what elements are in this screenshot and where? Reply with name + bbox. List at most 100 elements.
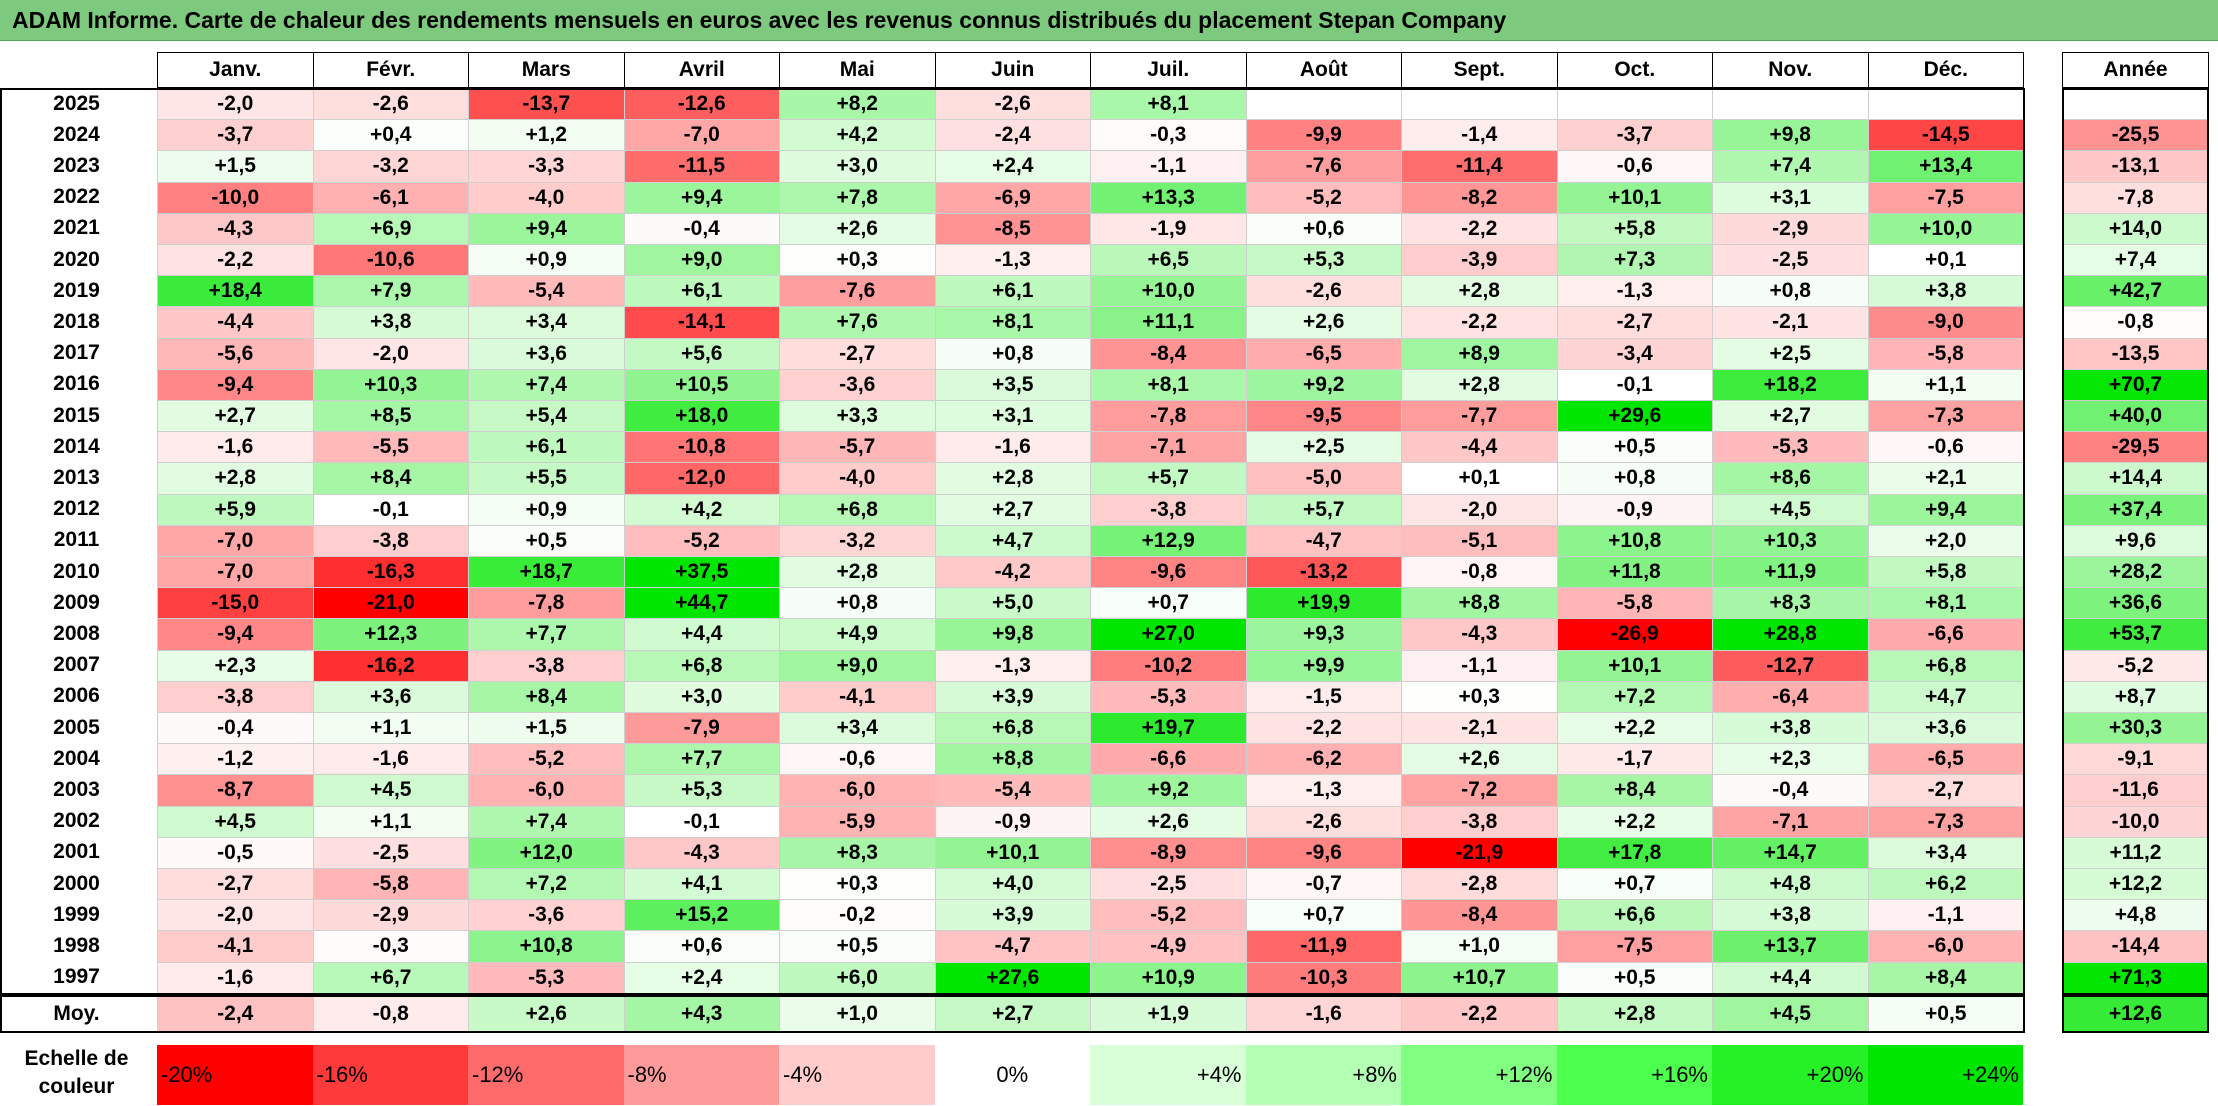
heatmap-cell: -6,0 xyxy=(468,774,625,807)
heatmap-cell: +0,6 xyxy=(1245,212,1402,245)
heatmap-cell: -6,5 xyxy=(1245,337,1402,370)
heatmap-cell: +9,2 xyxy=(1245,368,1402,401)
heatmap-cell: +10,1 xyxy=(934,836,1091,869)
heatmap-cell: -2,0 xyxy=(312,337,469,370)
heatmap-cell: +3,5 xyxy=(934,368,1091,401)
heatmap-cell: +8,1 xyxy=(1090,88,1247,121)
heatmap-cell: -7,7 xyxy=(1401,400,1558,433)
heatmap-cell: +5,6 xyxy=(623,337,780,370)
heatmap-cell: -26,9 xyxy=(1556,618,1713,651)
heatmap-cell: -21,9 xyxy=(1401,836,1558,869)
heatmap-cell: +1,1 xyxy=(312,805,469,838)
annual-cell: +37,4 xyxy=(2062,493,2209,526)
annual-cell: +9,6 xyxy=(2062,524,2209,557)
heatmap-cell: -5,3 xyxy=(1090,680,1247,713)
heatmap-cell: +15,2 xyxy=(623,899,780,932)
heatmap-cell: -1,3 xyxy=(934,649,1091,682)
heatmap-cell: +2,6 xyxy=(1245,306,1402,339)
heatmap-cell: -2,2 xyxy=(1245,712,1402,745)
heatmap-cell: -5,2 xyxy=(1245,181,1402,214)
month-header: Avril xyxy=(623,52,780,88)
heatmap-cell: +0,8 xyxy=(1556,462,1713,495)
heatmap-cell: +4,8 xyxy=(1712,868,1869,901)
scale-step: +24% xyxy=(1867,1044,2023,1105)
heatmap-cell: +7,7 xyxy=(623,743,780,776)
heatmap-cell: -7,1 xyxy=(1090,431,1247,464)
heatmap-cell: +8,8 xyxy=(1401,587,1558,620)
heatmap-cell: +17,8 xyxy=(1556,836,1713,869)
heatmap-cell: +2,5 xyxy=(1245,431,1402,464)
heatmap-cell: -1,2 xyxy=(157,743,314,776)
heatmap-cell: -1,6 xyxy=(312,743,469,776)
heatmap-cell: +4,4 xyxy=(623,618,780,651)
heatmap-cell: -10,2 xyxy=(1090,649,1247,682)
heatmap-cell: +13,3 xyxy=(1090,181,1247,214)
year-label: 2019 xyxy=(53,278,100,302)
average-cell: -0,8 xyxy=(312,994,469,1033)
heatmap-cell: -5,8 xyxy=(312,868,469,901)
heatmap-cell: -9,4 xyxy=(157,368,314,401)
heatmap-cell: +2,7 xyxy=(934,493,1091,526)
heatmap-cell: -12,7 xyxy=(1712,649,1869,682)
heatmap-cell: -3,2 xyxy=(312,150,469,183)
annual-cell: +7,4 xyxy=(2062,244,2209,277)
heatmap-cell: +9,4 xyxy=(623,181,780,214)
heatmap-cell: +37,5 xyxy=(623,556,780,589)
heatmap-cell: +9,4 xyxy=(468,212,625,245)
heatmap-cell: -7,2 xyxy=(1401,774,1558,807)
heatmap-cell: +4,4 xyxy=(1712,961,1869,994)
heatmap-cell: +8,8 xyxy=(934,743,1091,776)
year-label: 2022 xyxy=(53,185,100,209)
annual-cell: +71,3 xyxy=(2062,961,2209,994)
year-label: 2023 xyxy=(53,153,100,177)
heatmap-cell: -1,3 xyxy=(1556,275,1713,308)
heatmap-cell: -3,9 xyxy=(1401,244,1558,277)
heatmap-cell: +2,2 xyxy=(1556,712,1713,745)
heatmap-cell: +9,2 xyxy=(1090,774,1247,807)
heatmap-cell: -5,2 xyxy=(468,743,625,776)
heatmap-cell: +8,6 xyxy=(1712,462,1869,495)
annual-cell: +14,4 xyxy=(2062,462,2209,495)
average-label: Moy. xyxy=(53,1001,100,1025)
heatmap-cell: +10,5 xyxy=(623,368,780,401)
heatmap-cell: +3,9 xyxy=(934,680,1091,713)
heatmap-cell: -7,6 xyxy=(1245,150,1402,183)
scale-label-line: couleur xyxy=(38,1074,115,1098)
heatmap-cell: -0,4 xyxy=(157,712,314,745)
month-header: Mai xyxy=(779,52,936,88)
heatmap-cell: +6,8 xyxy=(934,712,1091,745)
heatmap-cell: +0,8 xyxy=(934,337,1091,370)
heatmap-cell: -9,5 xyxy=(1245,400,1402,433)
year-label: 2016 xyxy=(53,372,100,396)
heatmap-cell: -2,9 xyxy=(1712,212,1869,245)
heatmap-cell: +7,2 xyxy=(1556,680,1713,713)
year-label: 2015 xyxy=(53,403,100,427)
year-label: 2012 xyxy=(53,497,100,521)
heatmap-cell: +6,2 xyxy=(1867,868,2024,901)
heatmap-cell: -3,6 xyxy=(468,899,625,932)
heatmap-cell: +3,0 xyxy=(623,680,780,713)
heatmap-cell: +3,4 xyxy=(468,306,625,339)
scale-step: -12% xyxy=(468,1044,624,1105)
heatmap-cell: -2,6 xyxy=(1245,275,1402,308)
heatmap-cell: -13,7 xyxy=(468,88,625,121)
heatmap-cell: -4,4 xyxy=(157,306,314,339)
average-cell: +4,3 xyxy=(623,994,780,1033)
heatmap-cell: -8,2 xyxy=(1401,181,1558,214)
heatmap-cell: -7,0 xyxy=(157,524,314,557)
heatmap-cell: +0,6 xyxy=(623,930,780,963)
year-label: 2004 xyxy=(53,746,100,770)
heatmap-cell: -2,7 xyxy=(157,868,314,901)
heatmap-cell: +11,1 xyxy=(1090,306,1247,339)
heatmap-cell: +6,9 xyxy=(312,212,469,245)
annual-cell: -9,1 xyxy=(2062,743,2209,776)
heatmap-cell: +6,8 xyxy=(623,649,780,682)
year-label: 1998 xyxy=(53,933,100,957)
heatmap-cell: +8,4 xyxy=(1556,774,1713,807)
year-label: 2008 xyxy=(53,621,100,645)
heatmap-cell: -4,2 xyxy=(934,556,1091,589)
heatmap-cell: -5,9 xyxy=(779,805,936,838)
heatmap-cell: +3,4 xyxy=(779,712,936,745)
year-label: 2020 xyxy=(53,247,100,271)
heatmap-cell: +2,6 xyxy=(1401,743,1558,776)
